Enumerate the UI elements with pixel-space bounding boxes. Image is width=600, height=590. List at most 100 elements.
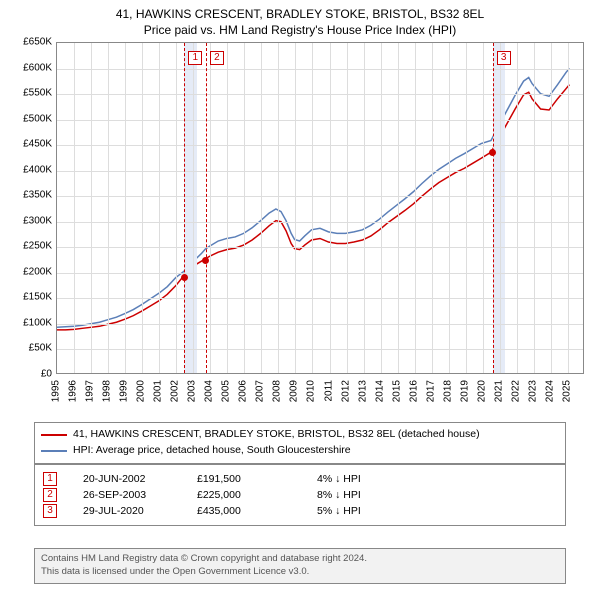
legend-label: HPI: Average price, detached house, Sout… <box>73 443 351 459</box>
x-tick-label: 2005 <box>221 380 232 402</box>
sales-marker-badge: 3 <box>43 504 57 518</box>
sales-price: £225,000 <box>197 489 317 501</box>
gridline-v <box>381 43 382 373</box>
x-tick-label: 2017 <box>425 380 436 402</box>
x-tick-label: 2018 <box>442 380 453 402</box>
x-tick-label: 2025 <box>561 380 572 402</box>
gridline-v <box>517 43 518 373</box>
gridline-h <box>57 69 583 70</box>
x-tick-label: 2003 <box>187 380 198 402</box>
y-tick-label: £400K <box>12 164 52 175</box>
gridline-h <box>57 324 583 325</box>
gridline-v <box>347 43 348 373</box>
marker-dot-1 <box>181 274 188 281</box>
sales-date: 20-JUN-2002 <box>67 473 197 485</box>
legend-row: 41, HAWKINS CRESCENT, BRADLEY STOKE, BRI… <box>41 427 559 443</box>
y-tick-label: £100K <box>12 317 52 328</box>
x-tick-label: 2014 <box>374 380 385 402</box>
y-tick-label: £350K <box>12 190 52 201</box>
marker-badge-1: 1 <box>188 51 202 65</box>
y-tick-label: £200K <box>12 266 52 277</box>
gridline-h <box>57 349 583 350</box>
gridline-v <box>398 43 399 373</box>
gridline-v <box>551 43 552 373</box>
gridline-v <box>466 43 467 373</box>
x-tick-label: 2002 <box>170 380 181 402</box>
sales-price: £435,000 <box>197 505 317 517</box>
y-tick-label: £300K <box>12 215 52 226</box>
y-tick-label: £600K <box>12 62 52 73</box>
gridline-h <box>57 171 583 172</box>
gridline-v <box>261 43 262 373</box>
legend-swatch <box>41 434 67 436</box>
legend-swatch <box>41 450 67 452</box>
title-line1: 41, HAWKINS CRESCENT, BRADLEY STOKE, BRI… <box>0 6 600 22</box>
x-tick-label: 2019 <box>459 380 470 402</box>
sales-price: £191,500 <box>197 473 317 485</box>
x-tick-label: 2006 <box>238 380 249 402</box>
y-tick-label: £150K <box>12 292 52 303</box>
marker-badge-2: 2 <box>210 51 224 65</box>
gridline-v <box>142 43 143 373</box>
plot-region: 123 <box>56 42 584 374</box>
gridline-v <box>108 43 109 373</box>
y-tick-label: £0 <box>12 369 52 380</box>
sales-date: 26-SEP-2003 <box>67 489 197 501</box>
gridline-v <box>91 43 92 373</box>
marker-dot-2 <box>202 257 209 264</box>
gridline-v <box>278 43 279 373</box>
sales-row: 329-JUL-2020£435,0005% ↓ HPI <box>43 504 557 518</box>
x-tick-label: 2020 <box>476 380 487 402</box>
gridline-v <box>483 43 484 373</box>
gridline-v <box>415 43 416 373</box>
attribution-line2: This data is licensed under the Open Gov… <box>41 566 559 579</box>
gridline-h <box>57 94 583 95</box>
gridline-h <box>57 298 583 299</box>
sales-marker-badge: 2 <box>43 488 57 502</box>
sales-hpi: 5% ↓ HPI <box>317 505 427 517</box>
gridline-v <box>176 43 177 373</box>
x-tick-label: 2009 <box>289 380 300 402</box>
gridline-h <box>57 273 583 274</box>
sales-hpi: 4% ↓ HPI <box>317 473 427 485</box>
y-tick-label: £50K <box>12 343 52 354</box>
legend-row: HPI: Average price, detached house, Sout… <box>41 443 559 459</box>
y-tick-label: £250K <box>12 241 52 252</box>
x-tick-label: 2013 <box>357 380 368 402</box>
gridline-h <box>57 145 583 146</box>
x-tick-label: 2022 <box>510 380 521 402</box>
sales-row: 1 20-JUN-2002£191,5004% ↓ HPI <box>43 472 557 486</box>
y-tick-label: £550K <box>12 88 52 99</box>
sales-hpi: 8% ↓ HPI <box>317 489 427 501</box>
x-tick-label: 2016 <box>408 380 419 402</box>
x-tick-label: 2015 <box>391 380 402 402</box>
sales-marker-badge: 1 <box>43 472 57 486</box>
marker-line-1 <box>184 43 185 373</box>
gridline-v <box>125 43 126 373</box>
gridline-v <box>449 43 450 373</box>
sales-row: 2 26-SEP-2003£225,0008% ↓ HPI <box>43 488 557 502</box>
x-tick-label: 1999 <box>119 380 130 402</box>
gridline-v <box>534 43 535 373</box>
gridline-v <box>159 43 160 373</box>
y-tick-label: £450K <box>12 139 52 150</box>
x-tick-label: 2011 <box>323 380 334 402</box>
attribution-box: Contains HM Land Registry data © Crown c… <box>34 548 566 584</box>
y-tick-label: £650K <box>12 37 52 48</box>
gridline-v <box>330 43 331 373</box>
attribution-line1: Contains HM Land Registry data © Crown c… <box>41 553 559 566</box>
chart-area: 123 £0 £50K £100K £150K £200K £250K £300K £350K… <box>8 42 592 412</box>
x-tick-label: 1995 <box>51 380 62 402</box>
gridline-h <box>57 196 583 197</box>
gridline-v <box>500 43 501 373</box>
gridline-v <box>193 43 194 373</box>
x-tick-label: 2023 <box>527 380 538 402</box>
x-tick-label: 2007 <box>255 380 266 402</box>
x-tick-label: 1998 <box>102 380 113 402</box>
x-tick-label: 2001 <box>153 380 164 402</box>
gridline-v <box>312 43 313 373</box>
x-tick-label: 2000 <box>136 380 147 402</box>
marker-line-3 <box>493 43 494 373</box>
sales-table: 1 20-JUN-2002£191,5004% ↓ HPI 2 26-SEP-2003… <box>34 464 566 526</box>
x-tick-label: 2004 <box>204 380 215 402</box>
